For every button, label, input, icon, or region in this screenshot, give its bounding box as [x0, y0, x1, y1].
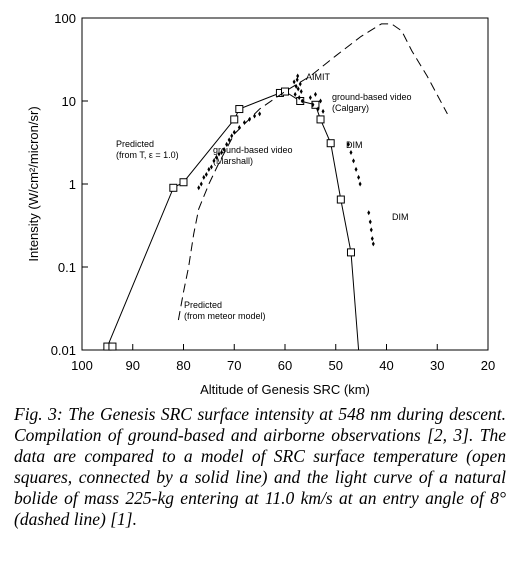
- observation-point: [212, 158, 216, 164]
- observation-point: [258, 111, 262, 117]
- y-tick-label: 10: [62, 94, 76, 109]
- observation-point: [298, 81, 302, 87]
- observation-point: [199, 181, 203, 187]
- observation-point: [242, 120, 246, 126]
- annotation: (from T, ε = 1.0): [116, 150, 179, 160]
- caption: Fig. 3: The Genesis SRC surface intensit…: [14, 404, 506, 529]
- y-tick-label: 0.1: [58, 260, 76, 275]
- square-marker: [281, 87, 289, 96]
- square-marker: [326, 139, 335, 148]
- annotation: ground-based video: [332, 92, 412, 102]
- observation-point: [354, 166, 358, 172]
- observation-point: [247, 116, 251, 122]
- observation-point: [308, 95, 312, 101]
- x-axis-label: Altitude of Genesis SRC (km): [200, 382, 370, 397]
- chart: Altitude of Genesis SRC (km) Intensity (…: [26, 11, 495, 397]
- x-tick-label: 20: [481, 358, 495, 373]
- x-tick-label: 70: [227, 358, 241, 373]
- observation-point: [368, 219, 372, 225]
- observation-point: [297, 95, 301, 101]
- x-tick-label: 60: [278, 358, 292, 373]
- square-marker: [235, 105, 244, 114]
- observation-point: [237, 124, 241, 130]
- observation-point: [352, 158, 356, 164]
- square-marker: [179, 178, 188, 187]
- observation-point: [227, 137, 231, 143]
- x-tick-label: 80: [176, 358, 190, 373]
- observation-point: [349, 149, 353, 155]
- observation-point: [370, 236, 374, 242]
- y-tick-label: 100: [54, 11, 76, 26]
- x-tick-label: 30: [430, 358, 444, 373]
- observation-point: [292, 79, 296, 85]
- x-tick-label: 40: [379, 358, 393, 373]
- annotation: DIM: [346, 140, 363, 150]
- observation-point: [232, 129, 236, 135]
- observation-point: [313, 91, 317, 97]
- annotation: ground-based video: [213, 145, 293, 155]
- y-tick-label: 1: [69, 177, 76, 192]
- observation-point: [296, 73, 300, 79]
- observation-point: [204, 172, 208, 178]
- observation-point: [346, 141, 350, 147]
- observation-point: [311, 102, 315, 108]
- annotation: (Calgary): [332, 103, 369, 113]
- observation-point: [300, 98, 304, 104]
- observation-point: [319, 98, 323, 104]
- observation-point: [209, 164, 213, 170]
- observation-point: [202, 174, 206, 180]
- x-tick-label: 100: [71, 358, 93, 373]
- observation-point: [230, 133, 234, 139]
- plot-frame: [81, 17, 489, 351]
- x-tick-label: 90: [126, 358, 140, 373]
- observation-point: [253, 113, 257, 119]
- annotation: (Marshall): [213, 156, 253, 166]
- observation-point: [207, 166, 211, 172]
- y-axis-label: Intensity (W/cm²/micron/sr): [26, 106, 41, 261]
- observation-point: [367, 210, 371, 216]
- observation-point: [214, 154, 218, 160]
- x-tick-label: 50: [329, 358, 343, 373]
- observation-point: [294, 83, 298, 89]
- observation-point: [357, 174, 361, 180]
- observation-point: [316, 106, 320, 112]
- observation-point: [369, 227, 373, 233]
- observation-point: [197, 185, 201, 191]
- observation-point: [358, 181, 362, 187]
- square-marker: [108, 342, 117, 351]
- observation-point: [296, 86, 300, 92]
- annotation: Predicted: [184, 300, 222, 310]
- square-marker: [169, 183, 178, 192]
- y-tick-label: 0.01: [51, 343, 76, 358]
- observation-point: [295, 77, 299, 83]
- square-marker: [316, 115, 325, 124]
- observation-point: [299, 89, 303, 95]
- square-marker: [230, 115, 239, 124]
- observation-point: [222, 147, 226, 153]
- dashed-line: [177, 23, 448, 321]
- observation-point: [220, 149, 224, 155]
- annotation: (from meteor model): [184, 311, 266, 321]
- square-marker: [336, 195, 345, 204]
- observation-point: [217, 151, 221, 157]
- observation-point: [321, 108, 325, 114]
- annotation: Predicted: [116, 139, 154, 149]
- annotation: AIMIT: [306, 72, 331, 82]
- observation-point: [371, 241, 375, 247]
- square-marker: [346, 248, 355, 257]
- annotation: DIM: [392, 212, 409, 222]
- observation-point: [225, 141, 229, 147]
- solid-line: [106, 90, 360, 351]
- observation-point: [293, 91, 297, 97]
